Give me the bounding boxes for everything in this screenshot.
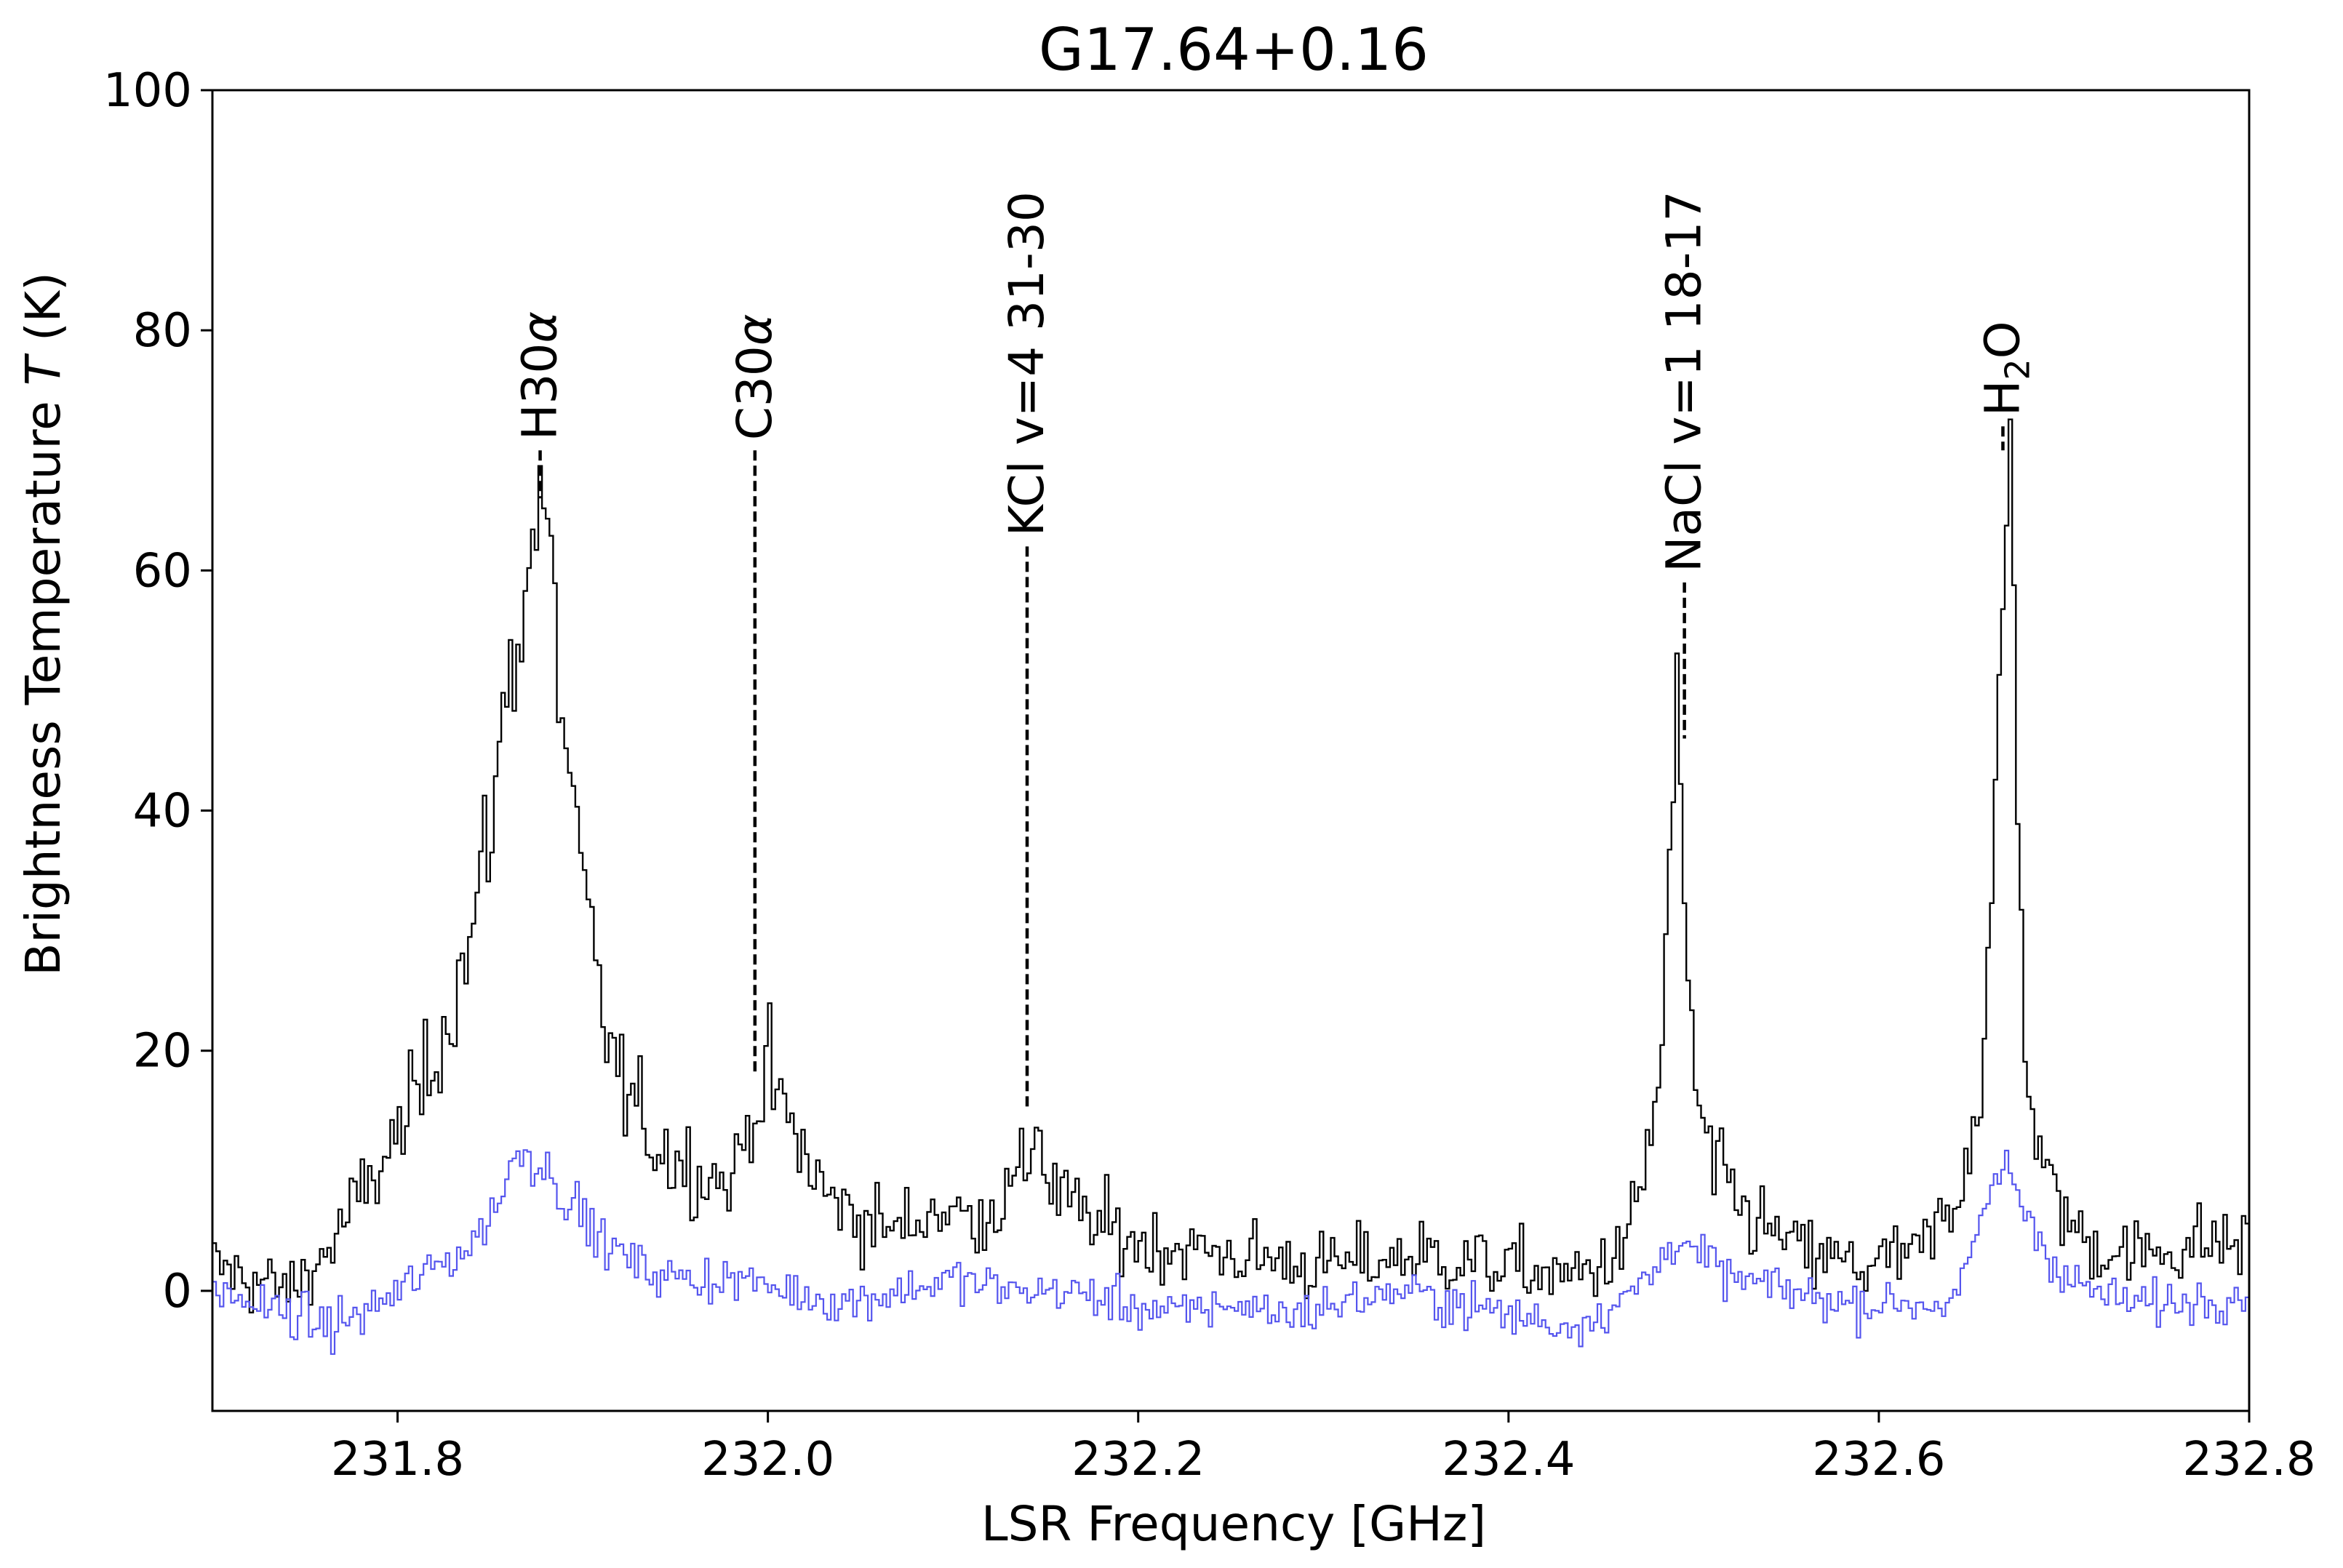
spectrum-series-blue xyxy=(212,1149,2249,1355)
y-tick-label: 40 xyxy=(133,785,192,839)
x-tick-label: 232.6 xyxy=(1812,1433,1945,1487)
plot-area xyxy=(211,89,2251,1412)
line-annotations: H30α C30α KCl v=4 31-30 NaCl v=1 18-17 H2O xyxy=(512,191,2037,1111)
line-label: H2O xyxy=(1974,321,2037,416)
spectrum-series-black xyxy=(212,418,2249,1313)
plot-frame xyxy=(211,89,2251,1412)
x-tick-label: 231.8 xyxy=(331,1433,464,1487)
x-tick-label: 232.4 xyxy=(1442,1433,1575,1487)
y-axis: 0 20 40 60 80 100 xyxy=(103,64,212,1319)
line-label: NaCl v=1 18-17 xyxy=(1656,191,1712,572)
x-axis: 231.8 232.0 232.2 232.4 232.6 232.8 xyxy=(331,1411,2316,1487)
y-tick-label: 20 xyxy=(133,1025,192,1079)
line-label: C30α xyxy=(727,314,783,441)
y-tick-label: 100 xyxy=(103,64,192,118)
y-tick-label: 60 xyxy=(133,544,192,598)
x-tick-label: 232.0 xyxy=(701,1433,834,1487)
x-tick-label: 232.8 xyxy=(2182,1433,2315,1487)
x-axis-label: LSR Frequency [GHz] xyxy=(981,1496,1486,1552)
x-tick-label: 232.2 xyxy=(1071,1433,1205,1487)
line-label: KCl v=4 31-30 xyxy=(999,191,1055,536)
line-label: H30α xyxy=(512,311,568,440)
y-axis-label: Brightness Temperature T (K) xyxy=(15,272,71,976)
y-tick-label: 80 xyxy=(133,304,192,358)
y-tick-label: 0 xyxy=(162,1265,192,1319)
chart-title: G17.64+0.16 xyxy=(1039,16,1429,84)
